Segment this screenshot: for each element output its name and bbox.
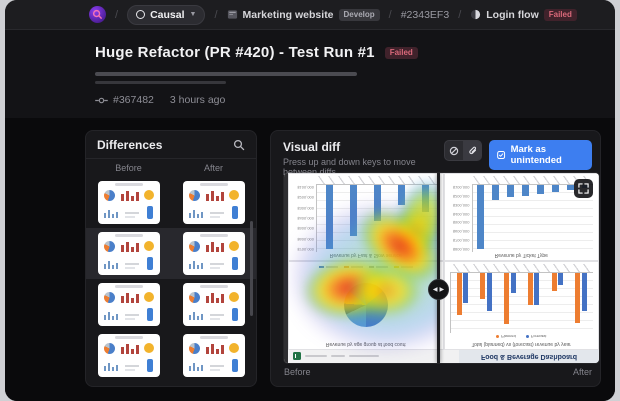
breadcrumb-separator: / (458, 8, 462, 21)
org-avatar-icon (136, 10, 146, 19)
after-label: After (572, 367, 592, 377)
breadcrumb-project[interactable]: Marketing website Develop (227, 8, 380, 21)
commit-meta[interactable]: #367482 (95, 94, 154, 106)
thumbnail-after[interactable] (182, 283, 245, 326)
diff-list-row[interactable] (86, 177, 256, 228)
breadcrumb-commit[interactable]: #2343EF3 (401, 9, 449, 21)
top-navigation-bar: / Causal ▼ / Marketing website Develop /… (5, 0, 615, 30)
app-logo-icon[interactable] (89, 6, 106, 23)
visual-diff-title: Visual diff (283, 140, 341, 154)
excel-logo-icon (293, 352, 301, 361)
git-commit-icon (95, 97, 108, 103)
org-name: Causal (150, 8, 185, 21)
summary-line-2 (95, 80, 226, 84)
thumbnail-after[interactable] (182, 181, 245, 224)
summary-line-1 (95, 72, 357, 76)
view-mode-toggle-group (443, 140, 483, 161)
chart-pie-quadrant: Revenue by age group at food court (288, 261, 444, 350)
fullscreen-button[interactable] (574, 179, 593, 198)
diff-list-row[interactable] (86, 330, 256, 381)
expand-icon (578, 183, 589, 194)
mark-button-label: Mark as unintended (510, 144, 562, 166)
thumbnail-before[interactable] (97, 232, 160, 275)
flipped-dashboard-screenshot: Food & Beverage Dashboard Revenue by age… (284, 173, 599, 363)
differences-title: Differences (97, 137, 163, 152)
breadcrumb-flow[interactable]: Login flow Failed (470, 8, 577, 21)
y-axis-ticks: $800,000 $700,000 $600,000 $500,000 $400,000… (452, 185, 470, 252)
dashboard-title: Food & Beverage Dashboard (459, 350, 599, 363)
branch-badge: Develop (338, 8, 380, 21)
website-icon (227, 10, 237, 19)
commit-hash: #2343EF3 (400, 8, 450, 21)
run-header: Huge Refactor (PR #420) - Test Run #1 Fa… (5, 30, 615, 118)
chevron-right-icon: ▶ (439, 286, 445, 293)
chevron-down-icon: ▼ (189, 11, 197, 18)
diff-comparison-stage[interactable]: Food & Beverage Dashboard Revenue by age… (284, 173, 599, 363)
before-after-divider[interactable] (437, 173, 440, 363)
before-label: Before (284, 367, 311, 377)
pie-chart (343, 283, 388, 327)
run-timestamp: 3 hours ago (169, 94, 226, 106)
magnifier-glyph (92, 9, 102, 19)
column-header-before: Before (115, 163, 142, 173)
chart-bar-quadrant-left: Revenue by Fast & Slow service $700,000 $… (288, 173, 444, 262)
flow-failed-badge: Failed (543, 8, 577, 21)
axis-labels-strip (316, 176, 438, 184)
chart-grouped-bar-quadrant: Total (planned) vs (forecast) revenue by… (443, 261, 599, 350)
y-axis-ticks: $700,000 $600,000 $500,000 $400,000 $300,000… (297, 185, 314, 252)
thumbnail-before[interactable] (97, 181, 160, 224)
run-status-badge: Failed (384, 46, 418, 59)
search-icon[interactable] (233, 139, 245, 151)
checkbox-icon (497, 151, 506, 159)
slider-drag-handle[interactable]: ◀ ▶ (428, 279, 449, 300)
run-id: #367482 (113, 94, 154, 106)
excel-chrome (288, 350, 460, 363)
thumbnail-after[interactable] (182, 232, 245, 275)
bar-plot (316, 184, 438, 252)
visual-diff-panel: Visual diff Press up and down keys to mo… (270, 130, 601, 387)
diff-thumbnail-list (86, 177, 256, 381)
org-switcher[interactable]: Causal ▼ (127, 4, 206, 25)
chevron-left-icon: ◀ (432, 286, 438, 293)
scrollbar-thumb[interactable] (249, 221, 253, 316)
overlay-mode-button[interactable] (445, 141, 463, 160)
grouped-bar-plot (449, 272, 593, 334)
mark-as-unintended-button[interactable]: Mark as unintended (489, 140, 592, 170)
main-content: Differences Before After (5, 118, 615, 401)
column-header-after: After (203, 163, 223, 173)
visual-diff-hint: Press up and down keys to move between d… (283, 157, 416, 177)
differences-panel: Differences Before After (85, 130, 257, 387)
page-title: Huge Refactor (PR #420) - Test Run #1 (95, 44, 375, 61)
diff-list-row[interactable] (86, 279, 256, 330)
diff-list-row[interactable] (86, 228, 256, 279)
thumbnail-after[interactable] (182, 334, 245, 377)
circle-slash-icon (449, 146, 459, 155)
breadcrumb-separator: / (388, 8, 392, 21)
thumbnail-before[interactable] (97, 283, 160, 326)
project-name: Marketing website (242, 8, 334, 21)
thumbnail-before[interactable] (97, 334, 160, 377)
breadcrumb-separator: / (115, 8, 119, 21)
breadcrumb-separator: / (214, 8, 218, 21)
bar-legend: Planned Forecast (450, 334, 594, 341)
paperclip-icon (468, 146, 476, 154)
pie-legend (294, 265, 438, 270)
flow-status-icon (471, 9, 481, 20)
app-window: / Causal ▼ / Marketing website Develop /… (5, 0, 615, 401)
flow-name: Login flow (486, 8, 539, 21)
axis-labels-strip (449, 264, 593, 273)
attachment-mode-button[interactable] (463, 141, 482, 160)
